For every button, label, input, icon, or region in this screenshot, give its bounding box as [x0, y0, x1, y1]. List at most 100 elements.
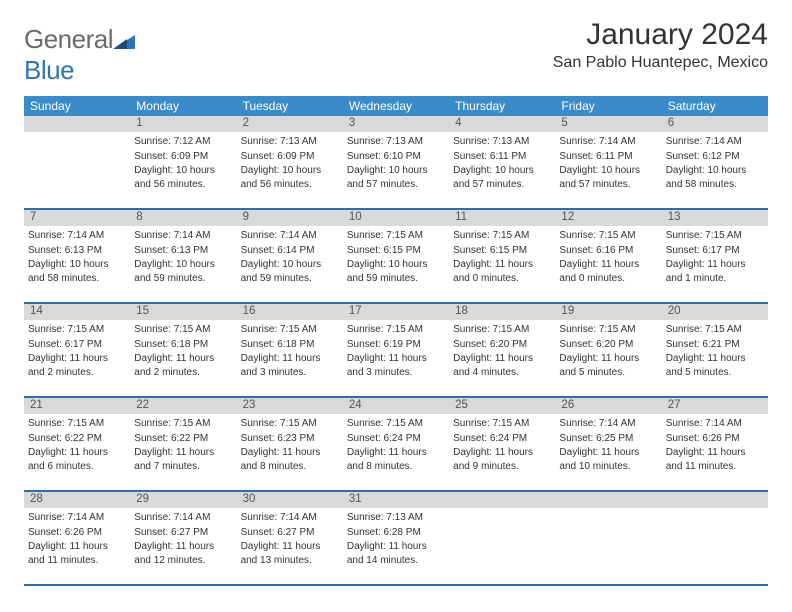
day-text-line: Sunset: 6:23 PM [241, 431, 339, 446]
day-text-line: Sunset: 6:25 PM [559, 431, 657, 446]
day-number: 7 [24, 210, 130, 226]
day-text-line: Sunrise: 7:12 AM [134, 134, 232, 149]
day-number: 9 [237, 210, 343, 226]
week-row: Sunrise: 7:15 AMSunset: 6:22 PMDaylight:… [24, 414, 768, 492]
day-cell: Sunrise: 7:15 AMSunset: 6:19 PMDaylight:… [343, 320, 449, 396]
day-number: 29 [130, 492, 236, 508]
day-number: 22 [130, 398, 236, 414]
day-text-line: Daylight: 10 hours and 59 minutes. [134, 257, 232, 285]
day-cell: Sunrise: 7:15 AMSunset: 6:22 PMDaylight:… [130, 414, 236, 490]
day-text-line: Daylight: 10 hours and 57 minutes. [453, 163, 551, 191]
day-text-line: Sunrise: 7:15 AM [666, 322, 764, 337]
day-text-line: Sunrise: 7:15 AM [347, 322, 445, 337]
day-cell: Sunrise: 7:14 AMSunset: 6:26 PMDaylight:… [24, 508, 130, 584]
day-text-line: Sunset: 6:14 PM [241, 243, 339, 258]
day-text-line: Sunrise: 7:15 AM [453, 228, 551, 243]
day-text-line: Daylight: 11 hours and 7 minutes. [134, 445, 232, 473]
day-text-line: Sunrise: 7:15 AM [28, 322, 126, 337]
dow-cell: Thursday [449, 96, 555, 116]
day-cell [555, 508, 661, 584]
dow-cell: Friday [555, 96, 661, 116]
day-text-line: Sunrise: 7:13 AM [241, 134, 339, 149]
day-text-line: Sunset: 6:28 PM [347, 525, 445, 540]
day-cell: Sunrise: 7:15 AMSunset: 6:20 PMDaylight:… [449, 320, 555, 396]
day-text-line: Sunset: 6:16 PM [559, 243, 657, 258]
day-cell: Sunrise: 7:13 AMSunset: 6:10 PMDaylight:… [343, 132, 449, 208]
location: San Pablo Huantepec, Mexico [553, 54, 768, 72]
day-number: 24 [343, 398, 449, 414]
calendar-grid: SundayMondayTuesdayWednesdayThursdayFrid… [24, 96, 768, 586]
day-cell: Sunrise: 7:15 AMSunset: 6:17 PMDaylight:… [24, 320, 130, 396]
day-of-week-header: SundayMondayTuesdayWednesdayThursdayFrid… [24, 96, 768, 116]
day-text-line: Daylight: 11 hours and 0 minutes. [559, 257, 657, 285]
day-text-line: Sunset: 6:20 PM [559, 337, 657, 352]
day-text-line: Sunrise: 7:14 AM [134, 228, 232, 243]
day-text-line: Sunrise: 7:15 AM [28, 416, 126, 431]
day-text-line: Daylight: 11 hours and 3 minutes. [347, 351, 445, 379]
day-text-line: Daylight: 10 hours and 57 minutes. [347, 163, 445, 191]
day-text-line: Sunrise: 7:13 AM [453, 134, 551, 149]
day-cell: Sunrise: 7:14 AMSunset: 6:12 PMDaylight:… [662, 132, 768, 208]
day-cell: Sunrise: 7:15 AMSunset: 6:15 PMDaylight:… [449, 226, 555, 302]
day-text-line: Daylight: 11 hours and 13 minutes. [241, 539, 339, 567]
week-row: Sunrise: 7:14 AMSunset: 6:13 PMDaylight:… [24, 226, 768, 304]
day-number: 27 [662, 398, 768, 414]
day-text-line: Sunset: 6:12 PM [666, 149, 764, 164]
day-number: 20 [662, 304, 768, 320]
logo-text: GeneralBlue [24, 24, 135, 86]
day-text-line: Daylight: 11 hours and 10 minutes. [559, 445, 657, 473]
day-text-line: Sunrise: 7:15 AM [559, 322, 657, 337]
day-text-line: Daylight: 11 hours and 8 minutes. [347, 445, 445, 473]
day-number: 25 [449, 398, 555, 414]
day-cell [24, 132, 130, 208]
day-number: 16 [237, 304, 343, 320]
day-text-line: Sunrise: 7:15 AM [453, 416, 551, 431]
day-cell: Sunrise: 7:15 AMSunset: 6:23 PMDaylight:… [237, 414, 343, 490]
day-text-line: Sunset: 6:26 PM [666, 431, 764, 446]
day-number: 1 [130, 116, 236, 132]
day-text-line: Sunrise: 7:14 AM [28, 228, 126, 243]
dow-cell: Sunday [24, 96, 130, 116]
day-number-row: 78910111213 [24, 210, 768, 226]
day-text-line: Sunrise: 7:15 AM [347, 416, 445, 431]
day-cell: Sunrise: 7:15 AMSunset: 6:20 PMDaylight:… [555, 320, 661, 396]
day-cell: Sunrise: 7:15 AMSunset: 6:16 PMDaylight:… [555, 226, 661, 302]
day-text-line: Daylight: 11 hours and 8 minutes. [241, 445, 339, 473]
day-text-line: Sunrise: 7:13 AM [347, 510, 445, 525]
day-number: 14 [24, 304, 130, 320]
day-text-line: Sunrise: 7:14 AM [241, 228, 339, 243]
title-block: January 2024 San Pablo Huantepec, Mexico [553, 18, 768, 72]
day-text-line: Sunrise: 7:15 AM [241, 416, 339, 431]
day-text-line: Sunset: 6:24 PM [347, 431, 445, 446]
day-text-line: Sunset: 6:26 PM [28, 525, 126, 540]
day-cell: Sunrise: 7:13 AMSunset: 6:09 PMDaylight:… [237, 132, 343, 208]
day-text-line: Sunset: 6:24 PM [453, 431, 551, 446]
day-cell: Sunrise: 7:15 AMSunset: 6:18 PMDaylight:… [130, 320, 236, 396]
day-cell: Sunrise: 7:14 AMSunset: 6:25 PMDaylight:… [555, 414, 661, 490]
day-cell: Sunrise: 7:14 AMSunset: 6:27 PMDaylight:… [130, 508, 236, 584]
day-number [555, 492, 661, 508]
day-cell: Sunrise: 7:12 AMSunset: 6:09 PMDaylight:… [130, 132, 236, 208]
day-text-line: Sunset: 6:09 PM [241, 149, 339, 164]
day-cell: Sunrise: 7:14 AMSunset: 6:13 PMDaylight:… [24, 226, 130, 302]
day-cell: Sunrise: 7:14 AMSunset: 6:11 PMDaylight:… [555, 132, 661, 208]
dow-cell: Tuesday [237, 96, 343, 116]
day-text-line: Daylight: 11 hours and 2 minutes. [28, 351, 126, 379]
day-text-line: Sunset: 6:11 PM [559, 149, 657, 164]
day-text-line: Daylight: 10 hours and 59 minutes. [347, 257, 445, 285]
weeks-container: 123456Sunrise: 7:12 AMSunset: 6:09 PMDay… [24, 116, 768, 586]
day-number-row: 123456 [24, 116, 768, 132]
day-text-line: Daylight: 11 hours and 0 minutes. [453, 257, 551, 285]
day-text-line: Daylight: 10 hours and 59 minutes. [241, 257, 339, 285]
day-text-line: Sunset: 6:13 PM [134, 243, 232, 258]
day-number: 23 [237, 398, 343, 414]
day-text-line: Sunset: 6:22 PM [28, 431, 126, 446]
day-text-line: Sunrise: 7:14 AM [134, 510, 232, 525]
day-text-line: Daylight: 11 hours and 3 minutes. [241, 351, 339, 379]
day-text-line: Sunrise: 7:15 AM [134, 322, 232, 337]
day-cell: Sunrise: 7:15 AMSunset: 6:24 PMDaylight:… [449, 414, 555, 490]
dow-cell: Monday [130, 96, 236, 116]
logo-word-blue: Blue [24, 55, 74, 85]
day-number: 8 [130, 210, 236, 226]
week-row: Sunrise: 7:15 AMSunset: 6:17 PMDaylight:… [24, 320, 768, 398]
